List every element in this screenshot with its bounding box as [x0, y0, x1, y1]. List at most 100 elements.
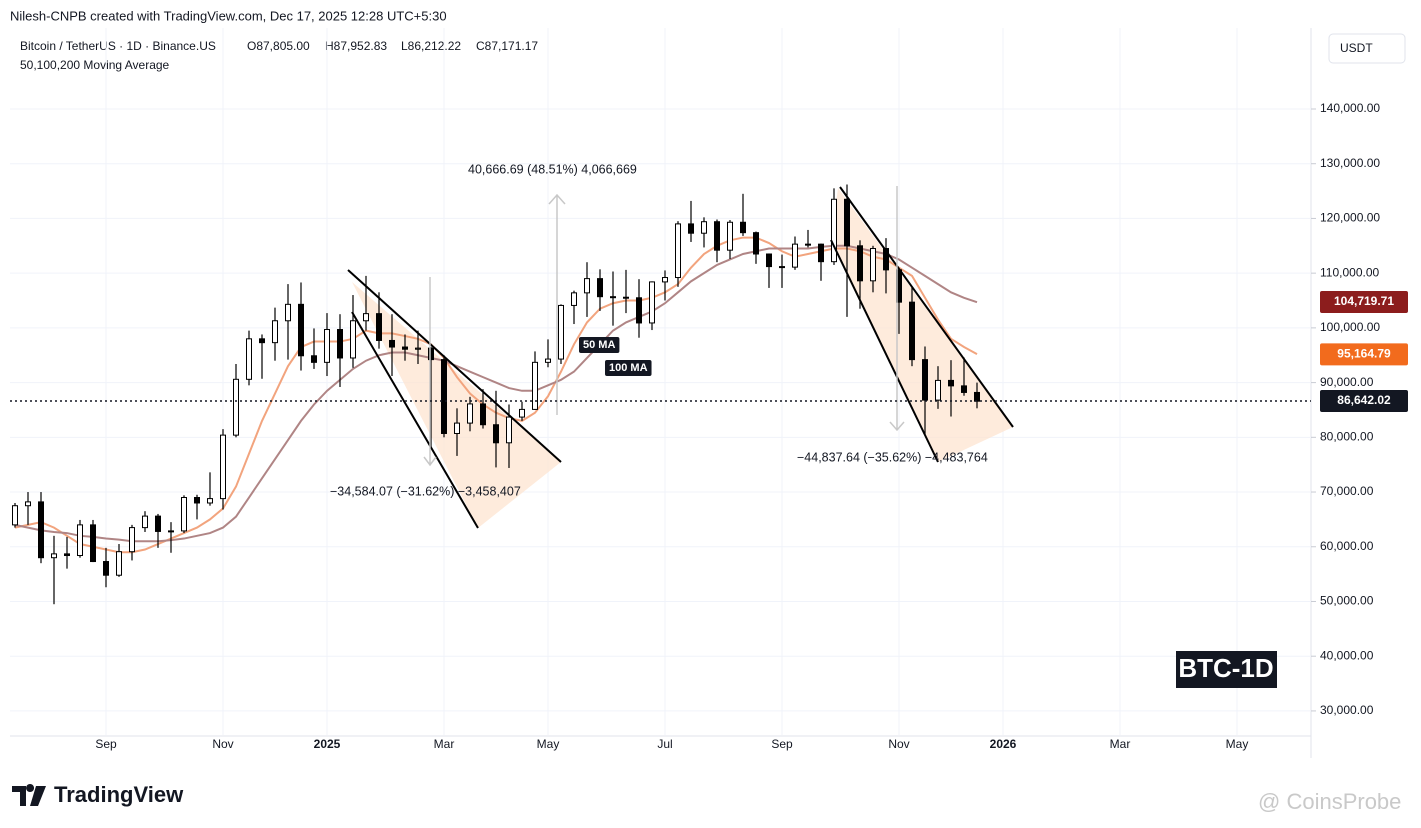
candle-body: [116, 551, 122, 576]
candle-body: [467, 403, 473, 424]
marks: [12, 184, 980, 605]
candle-body: [454, 422, 460, 434]
candle-body: [779, 266, 785, 269]
legend-entry: 50 MA: [583, 339, 615, 351]
x-tick-label: Sep: [95, 737, 117, 751]
y-tick-label: 140,000.00: [1320, 101, 1380, 115]
candle-body: [558, 304, 564, 360]
candle-body: [428, 347, 434, 361]
legend-entry: 100 MA: [609, 362, 648, 374]
candle-body: [103, 561, 109, 576]
x-tick-label: Nov: [888, 737, 909, 751]
candle-body: [350, 320, 356, 359]
candle-body: [701, 221, 707, 234]
candle-body: [25, 501, 31, 507]
candle-body: [415, 347, 421, 350]
candle-body: [51, 553, 57, 559]
ohlc-open: O87,805.00: [247, 39, 310, 53]
candle-body: [90, 524, 96, 563]
y-tick-label: 100,000.00: [1320, 320, 1380, 334]
indicator: 50,100,200 Moving Average: [20, 58, 170, 72]
candle-body: [181, 497, 187, 532]
ohlc-low: L86,212.22: [401, 39, 461, 53]
y-tick-label: 40,000.00: [1320, 648, 1374, 662]
x-tick-label: May: [537, 737, 560, 751]
annotation: −34,584.07 (−31.62%) −3,458,407: [330, 484, 521, 498]
y-tick-label: 30,000.00: [1320, 703, 1374, 717]
candle-body: [142, 515, 148, 529]
ma-tag-box: [579, 337, 620, 353]
candle-body: [649, 281, 655, 324]
candle-body: [766, 253, 772, 268]
candle-body: [597, 278, 603, 298]
x-tick-label: 2026: [990, 737, 1017, 751]
candle-body: [831, 198, 837, 263]
y-tick-label: 90,000.00: [1320, 375, 1374, 389]
x-tick-label: May: [1226, 737, 1249, 751]
candle-body: [753, 232, 759, 255]
candle-body: [285, 303, 291, 322]
x-tick-label: Mar: [1110, 737, 1131, 751]
candle-body: [571, 292, 577, 306]
candle-body: [389, 339, 395, 348]
symbol: Bitcoin / TetherUS · 1D · Binance.US: [20, 39, 216, 53]
candle-body: [77, 524, 83, 557]
currency[interactable]: USDT: [1340, 41, 1373, 55]
brand: TradingView: [54, 782, 184, 807]
currency-button[interactable]: [1328, 33, 1406, 64]
candle-body: [922, 359, 928, 401]
annotation: 40,666.69 (48.51%) 4,066,669: [468, 162, 637, 176]
y-tick-label: 120,000.00: [1320, 211, 1380, 225]
y-tick-label: 80,000.00: [1320, 429, 1374, 443]
candle-body: [168, 530, 174, 533]
x-tick-label: Mar: [434, 737, 455, 751]
candle-body: [337, 329, 343, 359]
candle-body: [233, 378, 239, 436]
ohlc-close: C87,171.17: [476, 39, 538, 53]
price-label-box: [1320, 291, 1408, 314]
candle-body: [870, 248, 876, 282]
candle-body: [441, 359, 447, 434]
candle-body: [740, 221, 746, 234]
annotation: −44,837.64 (−35.62%) −4,483,764: [797, 450, 988, 464]
price-label: 95,164.79: [1337, 347, 1391, 361]
candle-body: [246, 338, 252, 380]
candle-body: [688, 223, 694, 234]
candle-body: [636, 297, 642, 324]
y-tick-label: 110,000.00: [1320, 265, 1379, 279]
header: Nilesh-CNPB created with TradingView.com…: [10, 8, 447, 23]
candle-body: [792, 243, 798, 268]
candle-body: [272, 320, 278, 344]
candle-body: [818, 243, 824, 263]
candle-body: [194, 497, 200, 504]
trend-line: [347, 269, 562, 463]
x-tick-label: 2025: [314, 737, 341, 751]
trend-line: [839, 186, 1014, 428]
watermark-box: [1176, 651, 1277, 688]
x-tick-label: Sep: [771, 737, 793, 751]
candle-body: [519, 408, 525, 418]
y-tick-label: 130,000.00: [1320, 156, 1380, 170]
candle-body: [610, 296, 616, 299]
trend-line: [830, 239, 939, 463]
ohlc-high: H87,952.83: [325, 39, 387, 53]
y-tick-label: 70,000.00: [1320, 484, 1374, 498]
candle-body: [623, 296, 629, 299]
candle-body: [259, 338, 265, 344]
ma-line: [14, 244, 978, 543]
candle-body: [129, 527, 135, 553]
candle-body: [805, 243, 811, 246]
y-tick-label: 60,000.00: [1320, 539, 1374, 553]
candle-body: [909, 301, 915, 361]
candle-body: [532, 361, 538, 410]
candle-body: [298, 303, 304, 357]
candle-body: [974, 391, 980, 402]
candle-body: [155, 515, 161, 532]
candle-body: [948, 379, 954, 387]
candle-body: [857, 245, 863, 282]
price-label: 86,642.02: [1337, 393, 1391, 407]
ma-tag-box: [605, 360, 652, 376]
y-tick-label: 50,000.00: [1320, 594, 1374, 608]
candle-body: [961, 385, 967, 393]
